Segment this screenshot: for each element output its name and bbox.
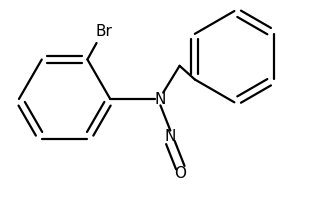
Text: N: N: [155, 91, 166, 107]
Text: O: O: [174, 166, 186, 181]
Text: N: N: [165, 129, 176, 144]
Text: Br: Br: [96, 24, 113, 39]
